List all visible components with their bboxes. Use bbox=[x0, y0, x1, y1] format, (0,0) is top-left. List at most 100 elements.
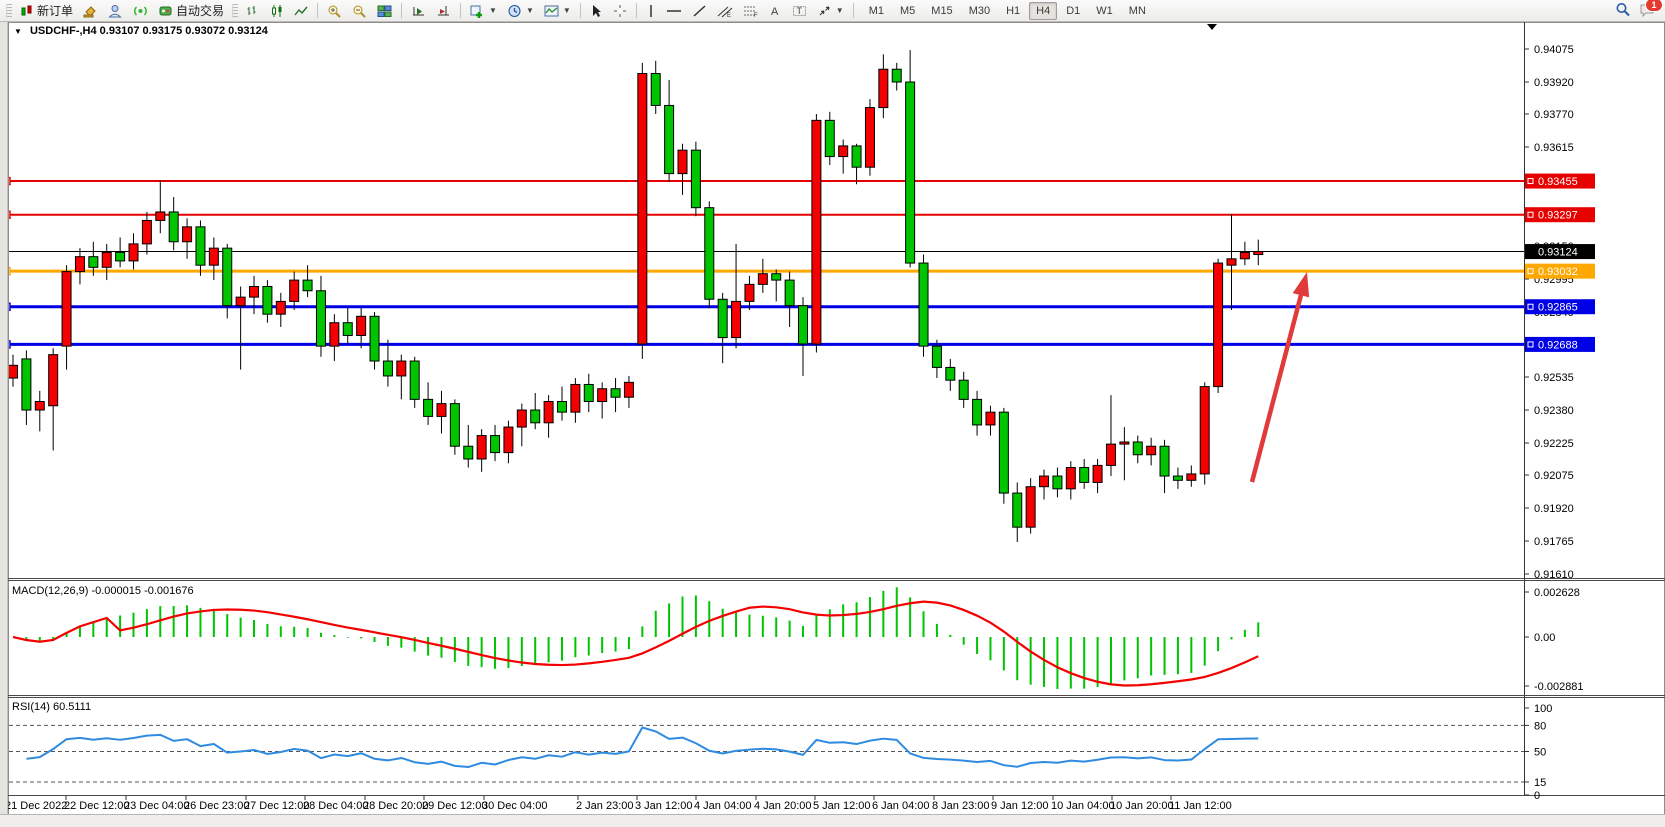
svg-text:0.92225: 0.92225 bbox=[1534, 438, 1574, 450]
svg-text:11 Jan 12:00: 11 Jan 12:00 bbox=[1169, 800, 1232, 812]
text-label-button[interactable]: T bbox=[787, 2, 812, 20]
svg-text:0.93920: 0.93920 bbox=[1534, 77, 1574, 89]
svg-text:26 Dec 23:00: 26 Dec 23:00 bbox=[184, 800, 249, 812]
profile-button[interactable] bbox=[103, 2, 128, 20]
macd-indicator-label: MACD(12,26,9) -0.000015 -0.001676 bbox=[12, 585, 194, 597]
add-indicator-icon bbox=[470, 4, 485, 18]
chart-ohlc-values: 0.93107 0.93175 0.93072 0.93124 bbox=[99, 25, 268, 37]
svg-text:0.91920: 0.91920 bbox=[1534, 503, 1574, 515]
svg-text:0.93455: 0.93455 bbox=[1538, 176, 1578, 188]
svg-text:0.93770: 0.93770 bbox=[1534, 109, 1574, 121]
crosshair-button[interactable] bbox=[608, 2, 632, 20]
auto-scroll-button[interactable] bbox=[406, 2, 431, 20]
svg-text:0.92688: 0.92688 bbox=[1538, 339, 1578, 351]
price-tag: 0.93297 bbox=[1525, 207, 1595, 223]
notification-badge: 1 bbox=[1645, 0, 1663, 12]
tile-windows-button[interactable] bbox=[372, 2, 397, 20]
price-tag: 0.93032 bbox=[1525, 263, 1595, 279]
trend-arrow[interactable] bbox=[1249, 272, 1310, 483]
line-chart-icon bbox=[294, 4, 308, 18]
svg-text:29 Dec 12:00: 29 Dec 12:00 bbox=[422, 800, 487, 812]
timeframe-button-m5[interactable]: M5 bbox=[900, 4, 916, 17]
svg-text:0.92380: 0.92380 bbox=[1534, 405, 1574, 417]
svg-text:15: 15 bbox=[1534, 777, 1546, 789]
line-chart-button[interactable] bbox=[289, 2, 313, 20]
bar-chart-button[interactable] bbox=[241, 2, 265, 20]
svg-text:28 Dec 04:00: 28 Dec 04:00 bbox=[303, 800, 368, 812]
timeframe-button-w1[interactable]: W1 bbox=[1096, 4, 1113, 17]
vertical-line-button[interactable] bbox=[641, 2, 661, 20]
svg-text:3 Jan 12:00: 3 Jan 12:00 bbox=[635, 800, 693, 812]
tile-windows-icon bbox=[377, 4, 392, 18]
equidistant-channel-button[interactable]: E bbox=[712, 2, 738, 20]
svg-text:F: F bbox=[754, 13, 758, 18]
signal-button[interactable] bbox=[128, 2, 153, 20]
svg-text:10 Jan 20:00: 10 Jan 20:00 bbox=[1110, 800, 1174, 812]
svg-text:9 Jan 12:00: 9 Jan 12:00 bbox=[991, 800, 1049, 812]
chart-shift-button[interactable] bbox=[431, 2, 456, 20]
profile-icon bbox=[108, 4, 123, 18]
svg-text:22 Dec 12:00: 22 Dec 12:00 bbox=[64, 800, 129, 812]
candlestick-series bbox=[9, 50, 1264, 543]
svg-text:28 Dec 20:00: 28 Dec 20:00 bbox=[363, 800, 428, 812]
cursor-button[interactable] bbox=[585, 2, 608, 20]
add-indicator-button[interactable]: ▼ bbox=[465, 2, 502, 20]
macd-histogram bbox=[25, 587, 1260, 689]
svg-text:30 Dec 04:00: 30 Dec 04:00 bbox=[482, 800, 547, 812]
svg-text:0.91610: 0.91610 bbox=[1534, 569, 1574, 581]
new-order-button[interactable]: 新订单 bbox=[15, 2, 78, 20]
svg-text:0.92075: 0.92075 bbox=[1534, 470, 1574, 482]
chart-symbol: USDCHF-,H4 bbox=[29, 25, 97, 37]
zoom-in-icon bbox=[327, 4, 342, 18]
svg-text:0.93032: 0.93032 bbox=[1538, 266, 1578, 278]
fibonacci-button[interactable]: F bbox=[738, 2, 764, 20]
template-button[interactable]: ▼ bbox=[539, 2, 576, 20]
cursor-icon bbox=[590, 4, 603, 18]
svg-text:10 Jan 04:00: 10 Jan 04:00 bbox=[1051, 800, 1115, 812]
svg-text:4 Jan 20:00: 4 Jan 20:00 bbox=[754, 800, 812, 812]
price-tag: 0.92865 bbox=[1525, 299, 1595, 315]
chart-title: ▼ USDCHF-,H4 0.93107 0.93175 0.93072 0.9… bbox=[14, 25, 268, 37]
period-button[interactable]: ▼ bbox=[502, 2, 539, 20]
clock-icon bbox=[507, 4, 522, 18]
text-icon: A bbox=[769, 4, 782, 18]
svg-text:0.93124: 0.93124 bbox=[1538, 247, 1578, 259]
zoom-in-button[interactable] bbox=[322, 2, 347, 20]
price-tag: 0.93124 bbox=[1525, 244, 1595, 260]
horizontal-line-button[interactable] bbox=[661, 2, 687, 20]
auto-trading-button[interactable]: 自动交易 bbox=[153, 2, 229, 20]
zoom-out-button[interactable] bbox=[347, 2, 372, 20]
timeframe-button-mn[interactable]: MN bbox=[1128, 4, 1146, 17]
svg-text:0.92535: 0.92535 bbox=[1534, 372, 1574, 384]
candlestick-chart-button[interactable] bbox=[265, 2, 289, 20]
timeframe-button-h4[interactable]: H4 bbox=[1029, 1, 1058, 20]
timeframe-button-m1[interactable]: M1 bbox=[868, 4, 884, 17]
timeframe-button-m15[interactable]: M15 bbox=[931, 4, 953, 17]
timeframe-button-m30[interactable]: M30 bbox=[968, 4, 991, 17]
arrows-tool-icon bbox=[817, 4, 832, 18]
toolbar-grip[interactable] bbox=[232, 3, 239, 18]
new-order-icon bbox=[20, 4, 34, 18]
horizontal-levels[interactable] bbox=[3, 176, 1524, 349]
notifications-button[interactable]: 1 bbox=[1639, 0, 1663, 20]
svg-text:8 Jan 23:00: 8 Jan 23:00 bbox=[932, 800, 990, 812]
gavel-button[interactable] bbox=[78, 2, 103, 20]
svg-text:100: 100 bbox=[1534, 703, 1552, 715]
text-button[interactable]: A bbox=[764, 2, 787, 20]
period-caret: ▼ bbox=[525, 6, 534, 15]
timeframe-button-h1[interactable]: H1 bbox=[1006, 4, 1021, 17]
trendline-button[interactable] bbox=[687, 2, 712, 20]
search-icon[interactable] bbox=[1615, 2, 1631, 20]
svg-text:0.91765: 0.91765 bbox=[1534, 536, 1574, 548]
arrows-tool-button[interactable]: ▼ bbox=[812, 2, 849, 20]
candlestick-chart-icon bbox=[270, 4, 284, 18]
toolbar-grip[interactable] bbox=[6, 3, 12, 18]
svg-text:0.002628: 0.002628 bbox=[1534, 587, 1580, 599]
chart-shift-icon bbox=[436, 4, 451, 18]
svg-text:21 Dec 2022: 21 Dec 2022 bbox=[5, 800, 67, 812]
svg-text:80: 80 bbox=[1534, 720, 1546, 732]
svg-text:4 Jan 04:00: 4 Jan 04:00 bbox=[694, 800, 752, 812]
chart-collapse-icon[interactable]: ▼ bbox=[14, 27, 22, 36]
timeframe-button-d1[interactable]: D1 bbox=[1066, 4, 1081, 17]
